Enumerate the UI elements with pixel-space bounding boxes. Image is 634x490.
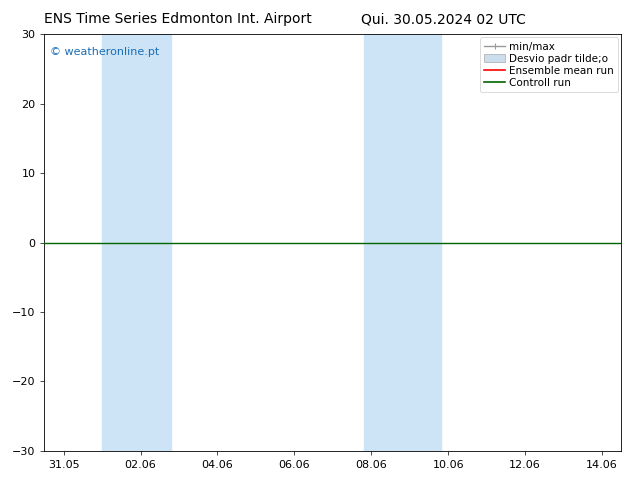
Text: © weatheronline.pt: © weatheronline.pt <box>50 47 159 57</box>
Bar <box>102 34 171 451</box>
Bar <box>364 34 441 451</box>
Text: Qui. 30.05.2024 02 UTC: Qui. 30.05.2024 02 UTC <box>361 12 526 26</box>
Legend: min/max, Desvio padr tilde;o, Ensemble mean run, Controll run: min/max, Desvio padr tilde;o, Ensemble m… <box>480 37 618 92</box>
Text: ENS Time Series Edmonton Int. Airport: ENS Time Series Edmonton Int. Airport <box>44 12 311 26</box>
